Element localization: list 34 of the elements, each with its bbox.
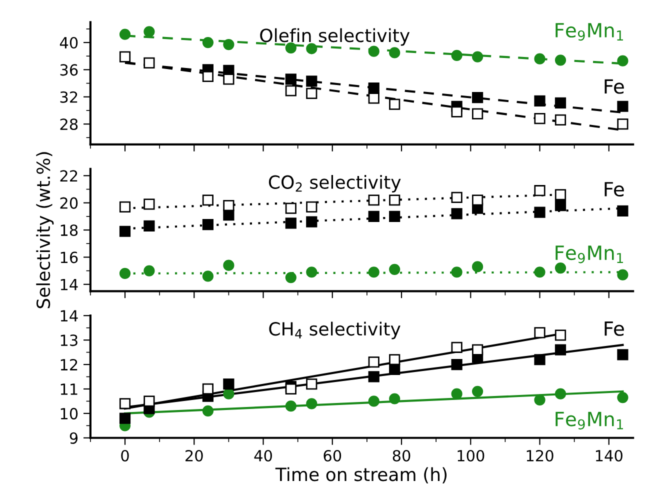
y-tick-label: 14 (60, 279, 78, 290)
y-tick-label: 18 (60, 224, 78, 236)
series-label: Fe$_{9}$Mn$_{1}$ (556, 412, 623, 430)
x-axis-title: Time on stream (h) (275, 467, 447, 484)
y-tick-label: 11 (60, 384, 78, 395)
y-tick-label: 10 (60, 408, 78, 420)
y-tick-label: 14 (60, 310, 78, 322)
y-tick-label: 12 (60, 358, 78, 370)
y-tick-label: 13 (60, 334, 78, 346)
x-tick-label: 0 (121, 450, 129, 462)
series-label: Fe (604, 182, 624, 197)
x-tick-label: 80 (392, 450, 410, 462)
y-tick-label: 32 (60, 91, 78, 103)
x-tick-label: 60 (324, 450, 342, 462)
x-tick-label: 120 (526, 450, 554, 462)
annotation: CH$_{4}$ selectivity (269, 322, 400, 340)
annotation: CO$_{2}$ selectivity (268, 174, 401, 192)
series-label: Fe$_{9}$Mn$_{1}$ (556, 23, 623, 41)
x-tick-label: 100 (458, 450, 484, 462)
y-tick-label: 16 (60, 252, 78, 264)
series-label: Fe (604, 321, 624, 336)
y-tick-label: 40 (60, 36, 78, 49)
x-tick-label: 20 (186, 450, 203, 462)
y-tick-label: 9 (70, 432, 78, 444)
annotation: Olefin selectivity (260, 28, 410, 46)
y-tick-label: 28 (60, 118, 78, 130)
series-label: Fe$_{9}$Mn$_{1}$ (556, 246, 623, 264)
x-tick-label: 140 (596, 450, 622, 462)
x-tick-label: 40 (254, 450, 272, 462)
series-label: Fe (604, 79, 624, 94)
y-tick-label: 22 (60, 170, 78, 182)
y-tick-label: 36 (60, 64, 78, 76)
y-tick-label: 20 (60, 197, 78, 209)
y-axis-title: Selectivity (wt.%) (36, 152, 54, 308)
